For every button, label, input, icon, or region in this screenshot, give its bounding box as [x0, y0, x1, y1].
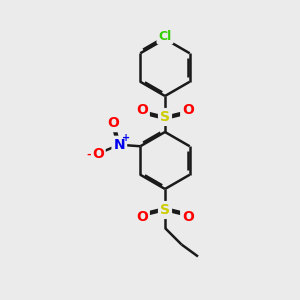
- Text: O: O: [107, 116, 119, 130]
- Text: Cl: Cl: [158, 29, 172, 43]
- Text: N: N: [113, 138, 125, 152]
- Text: S: S: [160, 203, 170, 217]
- Text: O: O: [136, 210, 148, 224]
- Text: O: O: [92, 147, 104, 161]
- Text: -: -: [86, 149, 91, 159]
- Text: +: +: [122, 133, 130, 143]
- Text: S: S: [160, 110, 170, 124]
- Text: O: O: [182, 103, 194, 117]
- Text: O: O: [182, 210, 194, 224]
- Text: O: O: [136, 103, 148, 117]
